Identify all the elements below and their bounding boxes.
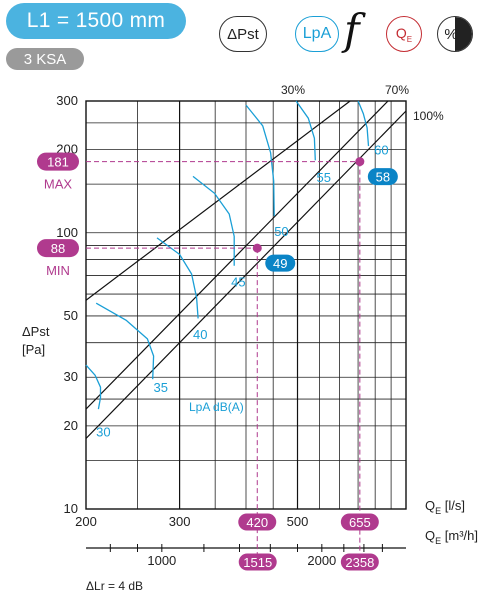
pressure-button[interactable]: ΔPst — [219, 16, 267, 52]
operating-flow-ls-badge: 655 — [349, 515, 371, 530]
operating-dp-badge: 88 — [51, 241, 65, 256]
x2-tick-label: 1000 — [147, 553, 176, 568]
y-axis-unit: [Pa] — [22, 342, 45, 357]
x2-axis-label: QE [m³/h] — [425, 528, 478, 546]
operating-dp-badge-bg — [37, 152, 79, 171]
operating-lpa-badge: 58 — [376, 170, 390, 185]
operating-flow-ls-badge-bg — [340, 513, 379, 531]
system-line — [86, 100, 389, 410]
lpa-curve — [95, 302, 155, 380]
lpa-curve — [85, 364, 102, 410]
pressure-button-label: ΔPst — [227, 25, 259, 43]
system-line-label: 70% — [385, 83, 409, 97]
footer-note: ΔLr = 4 dB — [86, 579, 143, 593]
system-line — [86, 100, 351, 301]
lpa-curve — [357, 100, 370, 147]
y-tick-label: 10 — [64, 501, 78, 516]
x-tick-label: 200 — [75, 514, 97, 529]
operating-flow-m3h-badge-bg — [340, 553, 379, 571]
x-tick-label: 500 — [287, 514, 309, 529]
system-line — [86, 110, 407, 439]
x-tick-label: 300 — [169, 514, 191, 529]
lpa-button[interactable]: LpA — [295, 16, 339, 52]
y-tick-label: 50 — [64, 308, 78, 323]
lpa-curve-label: 60 — [374, 143, 388, 158]
operating-lpa-badge-bg — [265, 254, 296, 272]
lpa-button-label: LpA — [302, 25, 332, 42]
product-length-title: L1 = 1500 mm — [6, 3, 186, 39]
y-tick-label: 20 — [64, 418, 78, 433]
x2-tick-label: 2000 — [307, 553, 336, 568]
lpa-curve-label: 30 — [96, 425, 110, 440]
percent-button[interactable]: % — [437, 16, 473, 52]
lpa-curve-label: 55 — [317, 170, 331, 185]
operating-flow-ls-badge: 420 — [246, 515, 268, 530]
lpa-curve-label: 35 — [154, 380, 168, 395]
y-tick-label: 30 — [64, 369, 78, 384]
flow-rate-button-label: QE — [395, 24, 413, 44]
plot-frame — [85, 100, 407, 510]
operating-flow-ls-badge-bg — [238, 513, 277, 531]
lpa-axis-note: LpA dB(A) — [189, 400, 244, 414]
lpa-curve-label: 45 — [231, 274, 245, 289]
system-line-label: 100% — [413, 109, 444, 123]
operating-flow-m3h-badge: 2358 — [345, 555, 374, 570]
operating-flow-m3h-badge-bg — [238, 553, 277, 571]
operating-dp-badge-bg — [37, 239, 79, 258]
y-tick-label: 300 — [56, 93, 78, 108]
operating-point-name: MAX — [44, 177, 73, 192]
operating-lpa-badge: 49 — [273, 256, 287, 271]
operating-lpa-badge-bg — [367, 168, 398, 186]
lpa-curve — [245, 104, 275, 217]
y-tick-label: 100 — [56, 225, 78, 240]
operating-point-name: MIN — [46, 263, 70, 278]
operating-dp-badge: 181 — [47, 155, 69, 170]
operating-point-marker — [355, 157, 365, 167]
product-variant-badge: 3 KSA — [6, 48, 84, 70]
lpa-curve — [156, 237, 199, 319]
flow-rate-button[interactable]: QE — [386, 16, 422, 52]
percent-button-label: % — [444, 25, 458, 43]
lpa-curve — [295, 100, 316, 161]
system-line-label: 30% — [281, 83, 305, 97]
x-axis-label: QE [l/s] — [425, 498, 465, 516]
y-axis-label: ΔPst — [22, 324, 50, 339]
lpa-curve — [192, 175, 235, 266]
half-fill-icon — [455, 17, 472, 51]
lpa-curve-label: 40 — [193, 327, 207, 342]
function-icon[interactable]: f — [344, 5, 360, 54]
operating-point-marker — [252, 243, 262, 253]
lpa-curve-label: 50 — [274, 224, 288, 239]
operating-flow-m3h-badge: 1515 — [243, 555, 272, 570]
